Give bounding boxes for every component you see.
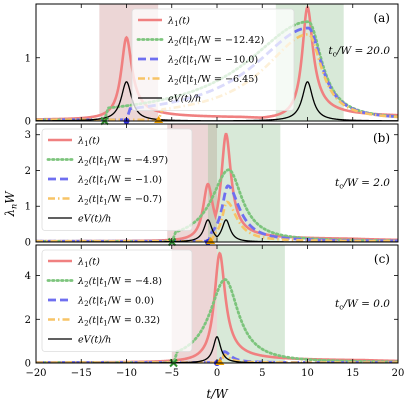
y-tick-label: 0 — [25, 238, 31, 249]
y-tick-label: 1 — [25, 53, 31, 64]
tc-label: tc/W = 2.0 — [335, 177, 390, 191]
shaded-region — [217, 245, 285, 363]
panel-label: (a) — [373, 11, 390, 25]
series-line — [36, 4, 398, 121]
y-tick-label: 0 — [25, 359, 31, 370]
legend-entry: λ1(t) — [77, 257, 100, 270]
x-tick-label: 5 — [259, 368, 265, 379]
panel-b: 0 1 2 3 λ1(t) λ2(t|t1/W = −4.97) λ2(t|t1/W = −… — [25, 123, 399, 249]
y-axis-label: λnW — [3, 190, 19, 218]
panel-label: (b) — [373, 131, 390, 145]
legend-entry: λ2(t|t1/W = 0.0) — [77, 296, 154, 309]
x-axis-label: t/W — [206, 387, 229, 401]
y-tick-label: 3 — [25, 130, 31, 141]
x-tick-label: 15 — [346, 368, 359, 379]
tc-label: tc/W = 0.0 — [335, 298, 390, 312]
x-tick-label: −20 — [25, 368, 46, 379]
legend-entry: λ2(t|t1/W = −0.7) — [77, 194, 162, 207]
panel-label: (c) — [374, 252, 390, 266]
legend-box — [41, 249, 193, 352]
legend-entry: eV(t)/h — [78, 335, 111, 346]
x-tick-label: 0 — [214, 368, 220, 379]
y-tick-label: 2 — [25, 166, 31, 177]
legend-entry: λ1(t) — [77, 136, 100, 149]
y-tick-label: 0 — [25, 117, 31, 128]
legend-entry: λ2(t|t1/W = −12.42) — [167, 35, 264, 48]
y-tick-label: 1 — [25, 202, 31, 213]
x-tick-label: −10 — [116, 368, 137, 379]
series-line — [36, 200, 398, 242]
legend-entry: eV(t)/h — [168, 94, 201, 105]
y-tick-label: 4 — [25, 271, 31, 282]
tc-label: tc/W = 20.0 — [328, 45, 390, 59]
panel-c: −20 −15 −10 −5 0 5 10 15 20 0 2 4 λ1(t) λ2(t|t1/W = −… — [25, 244, 405, 379]
legend-entry: λ2(t|t1/W = 0.32) — [77, 315, 160, 328]
legend-entry: λ1(t) — [167, 16, 190, 29]
panel-a: 0 1 λ1(t) λ2(t|t1/W = −12.42) λ2(t|t1/W = −1… — [25, 3, 399, 128]
legend-entry: λ2(t|t1/W = −10.0) — [167, 55, 258, 68]
legend-entry: λ2(t|t1/W = −6.45) — [167, 74, 258, 87]
y-tick-label: 2 — [25, 315, 31, 326]
x-tick-label: 10 — [301, 368, 314, 379]
legend-box — [41, 128, 193, 231]
legend-entry: λ2(t|t1/W = −4.97) — [77, 155, 168, 168]
legend-entry: eV(t)/h — [78, 214, 111, 225]
x-tick-label: 20 — [392, 368, 405, 379]
x-tick-label: −15 — [71, 368, 92, 379]
legend-entry: λ2(t|t1/W = −4.8) — [77, 276, 162, 289]
legend-box — [131, 8, 295, 111]
legend-entry: λ2(t|t1/W = −1.0) — [77, 175, 162, 188]
x-tick-label: −5 — [164, 368, 179, 379]
